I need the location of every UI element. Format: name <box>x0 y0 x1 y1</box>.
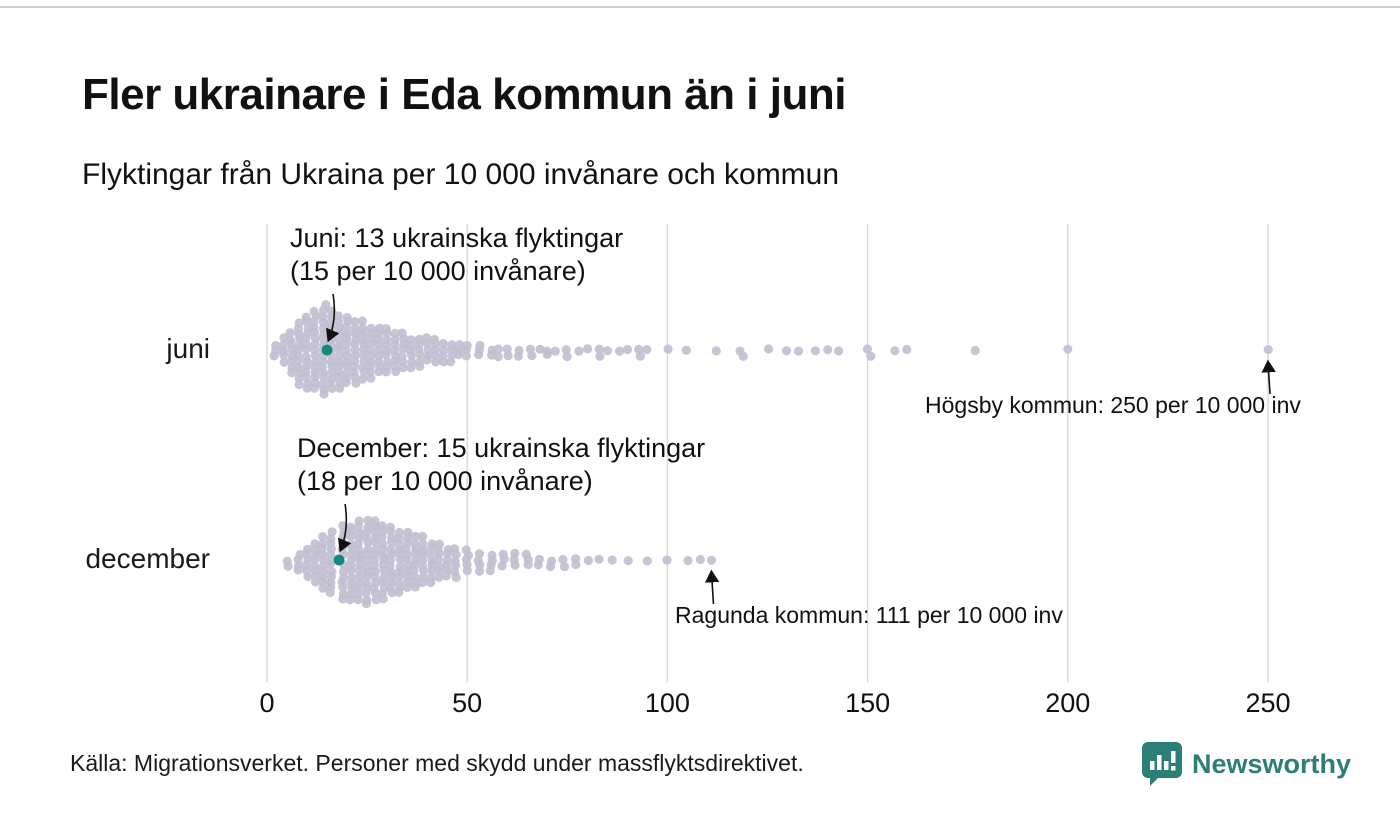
annotation-ragunda: Ragunda kommun: 111 per 10 000 inv <box>675 602 1063 628</box>
x-axis-tick-label: 250 <box>1245 688 1291 718</box>
annotation-arrows <box>325 293 1276 605</box>
top-divider <box>0 6 1400 8</box>
callout-juni: Juni: 13 ukrainska flyktingar (15 per 10… <box>290 222 623 288</box>
page-title: Fler ukrainare i Eda kommun än i juni <box>82 70 846 119</box>
x-axis-tick-label: 200 <box>1045 688 1091 718</box>
swarm-juni <box>269 300 1273 399</box>
x-axis-tick-label: 150 <box>845 688 891 718</box>
chart-subtitle: Flyktingar från Ukraina per 10 000 invån… <box>82 158 840 191</box>
swarm-december <box>282 515 717 609</box>
x-axis-tick-label: 0 <box>259 688 275 718</box>
gridlines <box>266 224 1269 682</box>
highlight-dots <box>321 344 345 566</box>
callout-juni-line2: (15 per 10 000 invånare) <box>290 256 586 286</box>
source-note: Källa: Migrationsverket. Personer med sk… <box>70 750 804 776</box>
callout-juni-line1: Juni: 13 ukrainska flyktingar <box>290 223 624 253</box>
x-axis-tick-label: 50 <box>452 688 483 718</box>
callout-december-line1: December: 15 ukrainska flyktingar <box>297 433 706 463</box>
newsworthy-logo-icon <box>1142 742 1182 786</box>
annotation-hogsby: Högsby kommun: 250 per 10 000 inv <box>925 392 1301 418</box>
row-label-december: december <box>85 543 210 574</box>
callout-december: December: 15 ukrainska flyktingar (18 pe… <box>297 432 705 498</box>
newsworthy-logo-text: Newsworthy <box>1192 748 1352 779</box>
x-axis-tick-label: 100 <box>644 688 690 718</box>
callout-december-line2: (18 per 10 000 invånare) <box>297 466 593 496</box>
x-axis: 0 50 100 150 200 250 <box>0 688 1400 722</box>
row-label-juni: juni <box>166 333 210 364</box>
newsworthy-logo: Newsworthy <box>1142 742 1351 786</box>
